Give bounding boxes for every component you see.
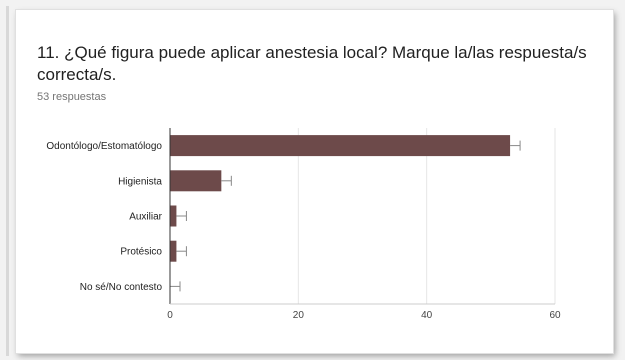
category-label: No sé/No contesto bbox=[80, 282, 163, 293]
category-label: Higienista bbox=[118, 176, 162, 187]
x-tick-label: 20 bbox=[293, 310, 305, 321]
grid-lines bbox=[297, 128, 556, 304]
category-label: Auxiliar bbox=[129, 212, 162, 223]
bars bbox=[170, 135, 521, 292]
category-label: Protésico bbox=[120, 247, 162, 258]
question-card bbox=[16, 10, 613, 353]
response-count: 53 respuestas bbox=[37, 91, 107, 103]
question-title: 11. ¿Qué figura puede aplicar anestesia … bbox=[37, 43, 587, 84]
x-tick-label: 40 bbox=[421, 310, 433, 321]
card-edge bbox=[6, 6, 9, 356]
bar bbox=[170, 135, 511, 157]
category-label: Odontólogo/Estomatólogo bbox=[46, 141, 162, 152]
x-tick-label: 0 bbox=[167, 310, 173, 321]
x-tick-label: 60 bbox=[549, 310, 561, 321]
bar bbox=[170, 170, 222, 192]
labels: 0 20 40 60 Odontólogo/Estomatólogo Higienista… bbox=[46, 141, 561, 321]
axes bbox=[169, 128, 555, 305]
bar bbox=[170, 205, 177, 227]
bar bbox=[170, 240, 177, 262]
